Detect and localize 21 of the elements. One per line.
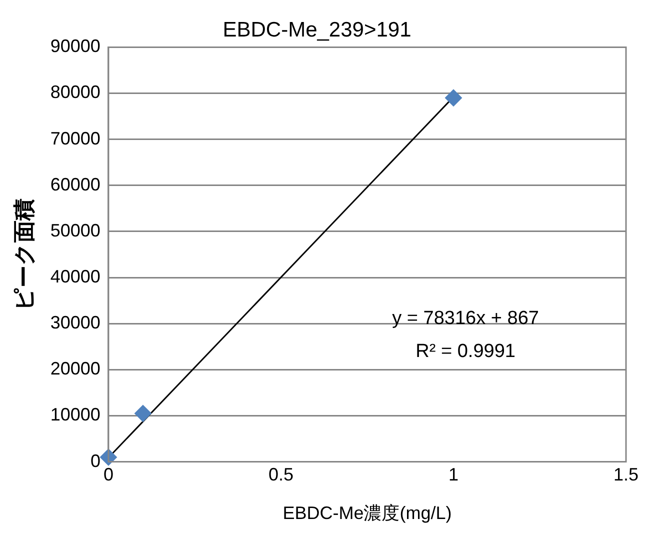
x-axis-title: EBDC-Me濃度(mg/L) xyxy=(282,503,452,524)
annotation: y = 78316x + 867 xyxy=(392,308,539,329)
y-tick-label: 90000 xyxy=(50,36,100,56)
point xyxy=(134,404,152,422)
y-tick-label: 50000 xyxy=(50,220,100,240)
y-axis-title: ピーク面積 xyxy=(11,198,36,310)
x-tick-label: 0 xyxy=(103,464,114,485)
y-tick-label: 10000 xyxy=(50,404,100,425)
chart-title: EBDC-Me_239>191 xyxy=(222,18,412,42)
x-tick-label: 1.5 xyxy=(613,464,639,485)
y-tick-label: 70000 xyxy=(50,128,100,148)
y-tick-label: 0 xyxy=(90,450,100,471)
point xyxy=(444,89,462,106)
y-tick-label: 60000 xyxy=(50,174,100,194)
annotation: R² = 0.9991 xyxy=(416,340,516,362)
y-tick-label: 80000 xyxy=(50,82,100,102)
y-tick-label: 20000 xyxy=(50,358,100,379)
x-tick-label: 1 xyxy=(448,464,458,485)
y-tick-label: 30000 xyxy=(50,312,100,333)
x-tick-label: 0.5 xyxy=(268,464,294,485)
y-tick-label: 40000 xyxy=(50,266,100,286)
